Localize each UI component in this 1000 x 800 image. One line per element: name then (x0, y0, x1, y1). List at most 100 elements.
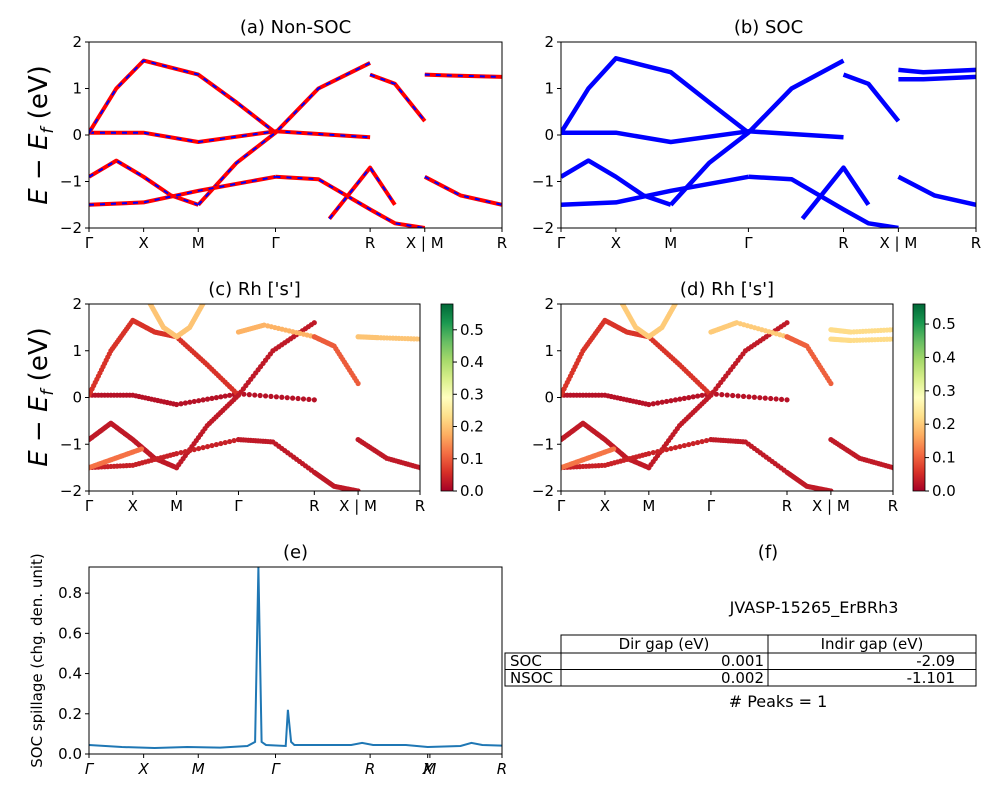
row-nsoc-dir: 0.002 (721, 669, 764, 687)
band-point (191, 398, 197, 405)
panel-b-soc-bands: (b) SOC Γ X M Γ R X | M R −2 −1 0 1 2 (532, 17, 981, 252)
x-tick-label: R (971, 234, 981, 252)
panel-e-ylabel: SOC spillage (chg. den. unit) (28, 553, 46, 768)
x-tick-label: R (415, 497, 425, 515)
colorbar-tick-label: 0.4 (460, 353, 484, 371)
band-point (890, 465, 893, 471)
header-dir-gap: Dir gap (eV) (619, 635, 710, 653)
plot-area (89, 58, 502, 228)
band-point (762, 395, 768, 401)
band-point (178, 401, 184, 407)
band-point (650, 449, 656, 456)
y-tick-label: 1 (72, 80, 82, 98)
band-point (655, 448, 661, 455)
band-point (677, 443, 683, 450)
band-point (173, 451, 180, 457)
band-point (724, 392, 730, 398)
band-point (746, 394, 752, 400)
band-point (187, 399, 193, 405)
y-tick-label: −1 (532, 435, 554, 453)
panel-d-projected-bands: (d) Rh ['s'] Γ X M Γ R X | M R −2 −1 0 1 2 0.0 0.1 0.2 0… (532, 279, 956, 515)
y-tick-label: 1 (544, 80, 554, 98)
band-point (890, 327, 893, 333)
x-tick-label: R (782, 497, 792, 515)
y-tick-label: 0 (544, 389, 554, 407)
row-nsoc-label: NSOC (510, 669, 553, 687)
panel-c-projected-bands: (c) Rh ['s'] Γ X M Γ R X | M R −2 −1 0 1 2 0.0 0.1 0.2 0… (60, 279, 484, 515)
colorbar-tick-label: 0.2 (460, 418, 484, 436)
band-point (279, 394, 285, 400)
band-point (182, 400, 189, 406)
nonsoc-band (327, 165, 397, 220)
x-tick-label: M (192, 234, 205, 252)
band-point (668, 445, 674, 452)
x-tick-label: X (128, 497, 138, 515)
y-tick-label: −1 (532, 173, 554, 191)
band-point (611, 446, 617, 452)
x-tick-label: R (309, 497, 319, 515)
band-point (672, 304, 678, 307)
x-tick-label: M (642, 497, 655, 515)
band-point (417, 336, 420, 342)
plot-area (89, 304, 420, 491)
y-tick-label: 2 (544, 295, 554, 313)
axes-frame (88, 41, 503, 229)
x-tick-label: Γ (707, 497, 716, 515)
soc-band (561, 158, 672, 207)
x-tick-label: R (838, 234, 848, 252)
colorbar-tick-label: 0.3 (460, 385, 484, 403)
y-tick-label: 0.6 (58, 624, 82, 642)
band-point (784, 397, 790, 403)
band-point (417, 465, 420, 471)
band-point (740, 393, 747, 399)
panel-f-title: (f) (758, 542, 778, 563)
band-point (699, 438, 705, 445)
band-point (650, 401, 656, 407)
peaks-count: # Peaks = 1 (729, 692, 828, 711)
band-point (768, 395, 774, 402)
band-point (227, 438, 233, 445)
x-tick-label: Γ (271, 234, 280, 252)
y-tick-label: 2 (72, 295, 82, 313)
x-tick-label: X | M (339, 497, 377, 515)
ylabel-middle: E − Ef (eV) (24, 327, 58, 467)
panel-f-summary: (f) JVASP-15265_ErBRh3 Dir gap (eV) Indi… (504, 542, 977, 711)
band-point (209, 395, 215, 401)
soc-band-dashed (424, 175, 502, 206)
nonsoc-band (423, 175, 502, 207)
band-point (200, 397, 206, 403)
band-point (690, 394, 696, 400)
y-tick-label: 1 (72, 342, 82, 360)
colorbar-tick-label: 0.4 (932, 348, 956, 366)
nonsoc-band (89, 129, 371, 144)
x-tick-label: Γ (271, 760, 281, 778)
band-point (311, 320, 317, 326)
band-point (191, 446, 197, 453)
colorbar-tick-label: 0.0 (460, 482, 484, 500)
x-tick-label: X (138, 234, 148, 252)
gap-table: Dir gap (eV) Indir gap (eV) SOC 0.001 -2… (504, 634, 977, 687)
x-tick-label: X (422, 760, 434, 778)
band-point (773, 396, 779, 402)
band-point (138, 446, 145, 452)
colorbar-tick-label: 0.1 (460, 450, 484, 468)
soc-band (842, 72, 901, 123)
band-point (677, 396, 683, 402)
spillage-line (89, 567, 502, 750)
band-point (187, 447, 193, 454)
band-point (182, 448, 189, 455)
y-tick-label: −2 (532, 482, 554, 500)
colorbar-tick-label: 0.5 (460, 321, 484, 339)
band-point (699, 392, 705, 398)
soc-band (897, 174, 976, 207)
x-tick-label: X | M (406, 234, 444, 252)
band-point (268, 393, 274, 399)
y-tick-label: 2 (72, 33, 82, 51)
x-tick-label: X | M (812, 497, 850, 515)
axes-frame (560, 41, 977, 229)
axes-frame (88, 566, 503, 755)
colorbar-tick-label: 0.3 (932, 382, 956, 400)
x-tick-label: Γ (85, 234, 94, 252)
x-tick-label: Γ (557, 497, 566, 515)
